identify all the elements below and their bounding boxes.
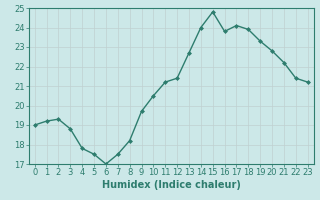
- X-axis label: Humidex (Indice chaleur): Humidex (Indice chaleur): [102, 180, 241, 190]
